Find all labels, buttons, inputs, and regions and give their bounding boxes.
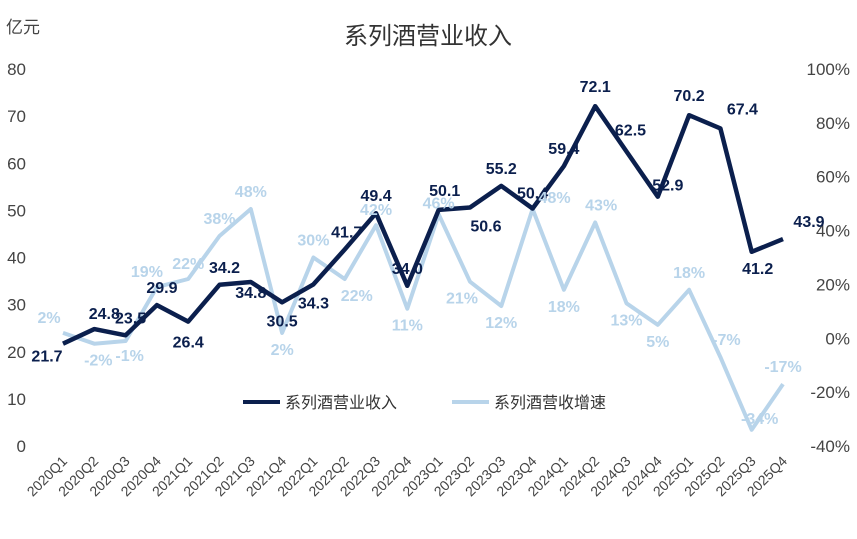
growth-data-label: 2% bbox=[37, 310, 60, 327]
revenue-data-label: 34.8 bbox=[235, 285, 266, 302]
revenue-data-label: 30.5 bbox=[267, 313, 298, 330]
revenue-data-label: 50.6 bbox=[470, 219, 501, 236]
right-axis: -40% -20% 0% 20% 40% 60% 80% 100% bbox=[807, 60, 850, 456]
revenue-data-label: 59.4 bbox=[548, 141, 579, 158]
growth-data-label: 46% bbox=[423, 195, 455, 212]
revenue-data-label: 23.5 bbox=[115, 310, 146, 327]
growth-data-label: 12% bbox=[485, 315, 517, 332]
revenue-data-label: 29.9 bbox=[146, 280, 177, 297]
revenue-data-label: 26.4 bbox=[173, 335, 204, 352]
growth-data-label: 21% bbox=[446, 291, 478, 308]
revenue-data-label: 34.2 bbox=[209, 260, 240, 277]
growth-data-label: 38% bbox=[204, 211, 236, 228]
growth-data-label: -1% bbox=[115, 348, 143, 365]
right-tick-label: 0% bbox=[825, 329, 850, 348]
right-tick-label: 100% bbox=[807, 60, 850, 79]
left-tick-label: 10 bbox=[7, 390, 26, 409]
left-tick-label: 80 bbox=[7, 60, 26, 79]
revenue-data-label: 52.9 bbox=[652, 178, 683, 195]
legend-label-revenue: 系列酒营业收入 bbox=[285, 393, 397, 412]
left-tick-label: 50 bbox=[7, 201, 26, 220]
revenue-data-label: 24.8 bbox=[89, 306, 120, 323]
growth-data-label: 11% bbox=[392, 318, 423, 335]
growth-line bbox=[62, 207, 785, 432]
growth-data-label: -34% bbox=[741, 411, 778, 428]
right-tick-label: 40% bbox=[816, 222, 850, 241]
growth-data-label: 22% bbox=[172, 256, 204, 273]
revenue-data-label: 55.2 bbox=[486, 161, 517, 178]
left-tick-label: 30 bbox=[7, 296, 26, 315]
legend-label-growth: 系列酒营收增速 bbox=[494, 393, 606, 412]
left-axis-unit: 亿元 bbox=[6, 18, 40, 38]
left-tick-label: 20 bbox=[7, 343, 26, 362]
right-tick-label: 20% bbox=[816, 275, 850, 294]
left-tick-label: 0 bbox=[17, 437, 26, 456]
growth-data-label: 18% bbox=[548, 299, 580, 316]
growth-data-label: -17% bbox=[764, 359, 801, 376]
right-tick-label: -20% bbox=[810, 383, 850, 402]
revenue-data-label: 21.7 bbox=[31, 349, 62, 366]
legend: 系列酒营业收入 系列酒营收增速 bbox=[243, 393, 606, 412]
revenue-data-label: 67.4 bbox=[727, 101, 758, 118]
growth-data-label: 18% bbox=[673, 265, 705, 282]
series-layer bbox=[62, 103, 785, 432]
revenue-data-label: 41.2 bbox=[742, 261, 773, 278]
growth-data-label: 22% bbox=[341, 288, 373, 305]
revenue-data-label: 49.4 bbox=[360, 188, 391, 205]
revenue-data-label: 34.3 bbox=[298, 295, 329, 312]
revenue-data-label: 34.0 bbox=[392, 261, 423, 278]
data-labels: 21.7 24.823.529.9 26.4 34.2 34.830.534.3 41.7… bbox=[31, 79, 824, 428]
growth-data-label: 43% bbox=[585, 197, 617, 214]
revenue-line bbox=[62, 103, 784, 346]
growth-data-label: 2% bbox=[271, 342, 294, 359]
revenue-data-label: 50.1 bbox=[429, 183, 460, 200]
chart-title: 系列酒营业收入 bbox=[344, 22, 512, 50]
left-tick-label: 70 bbox=[7, 107, 26, 126]
left-tick-label: 40 bbox=[7, 249, 26, 268]
growth-data-label: 42% bbox=[360, 202, 392, 219]
growth-data-label: 48% bbox=[539, 190, 571, 207]
revenue-data-label: 41.7 bbox=[331, 224, 362, 241]
growth-data-label: -7% bbox=[712, 332, 740, 349]
growth-data-label: 30% bbox=[297, 233, 329, 250]
x-axis: 2020Q12020Q22020Q32020Q42021Q12021Q22021… bbox=[24, 453, 791, 500]
revenue-data-label: 72.1 bbox=[580, 79, 611, 96]
growth-data-label: 5% bbox=[646, 334, 669, 351]
growth-data-label: -2% bbox=[84, 353, 112, 370]
growth-data-label: 19% bbox=[131, 264, 163, 281]
revenue-data-label: 62.5 bbox=[615, 122, 646, 139]
growth-data-label: 13% bbox=[610, 312, 642, 329]
right-tick-label: 80% bbox=[816, 114, 850, 133]
right-tick-label: 60% bbox=[816, 168, 850, 187]
right-tick-label: -40% bbox=[810, 437, 850, 456]
left-axis: 0 10 20 30 40 50 60 70 80 bbox=[7, 60, 26, 456]
revenue-data-label: 70.2 bbox=[674, 88, 705, 105]
growth-data-label: 48% bbox=[235, 184, 267, 201]
revenue-data-label: 43.9 bbox=[793, 214, 824, 231]
revenue-data-label: 50.4 bbox=[517, 185, 548, 202]
left-tick-label: 60 bbox=[7, 154, 26, 173]
